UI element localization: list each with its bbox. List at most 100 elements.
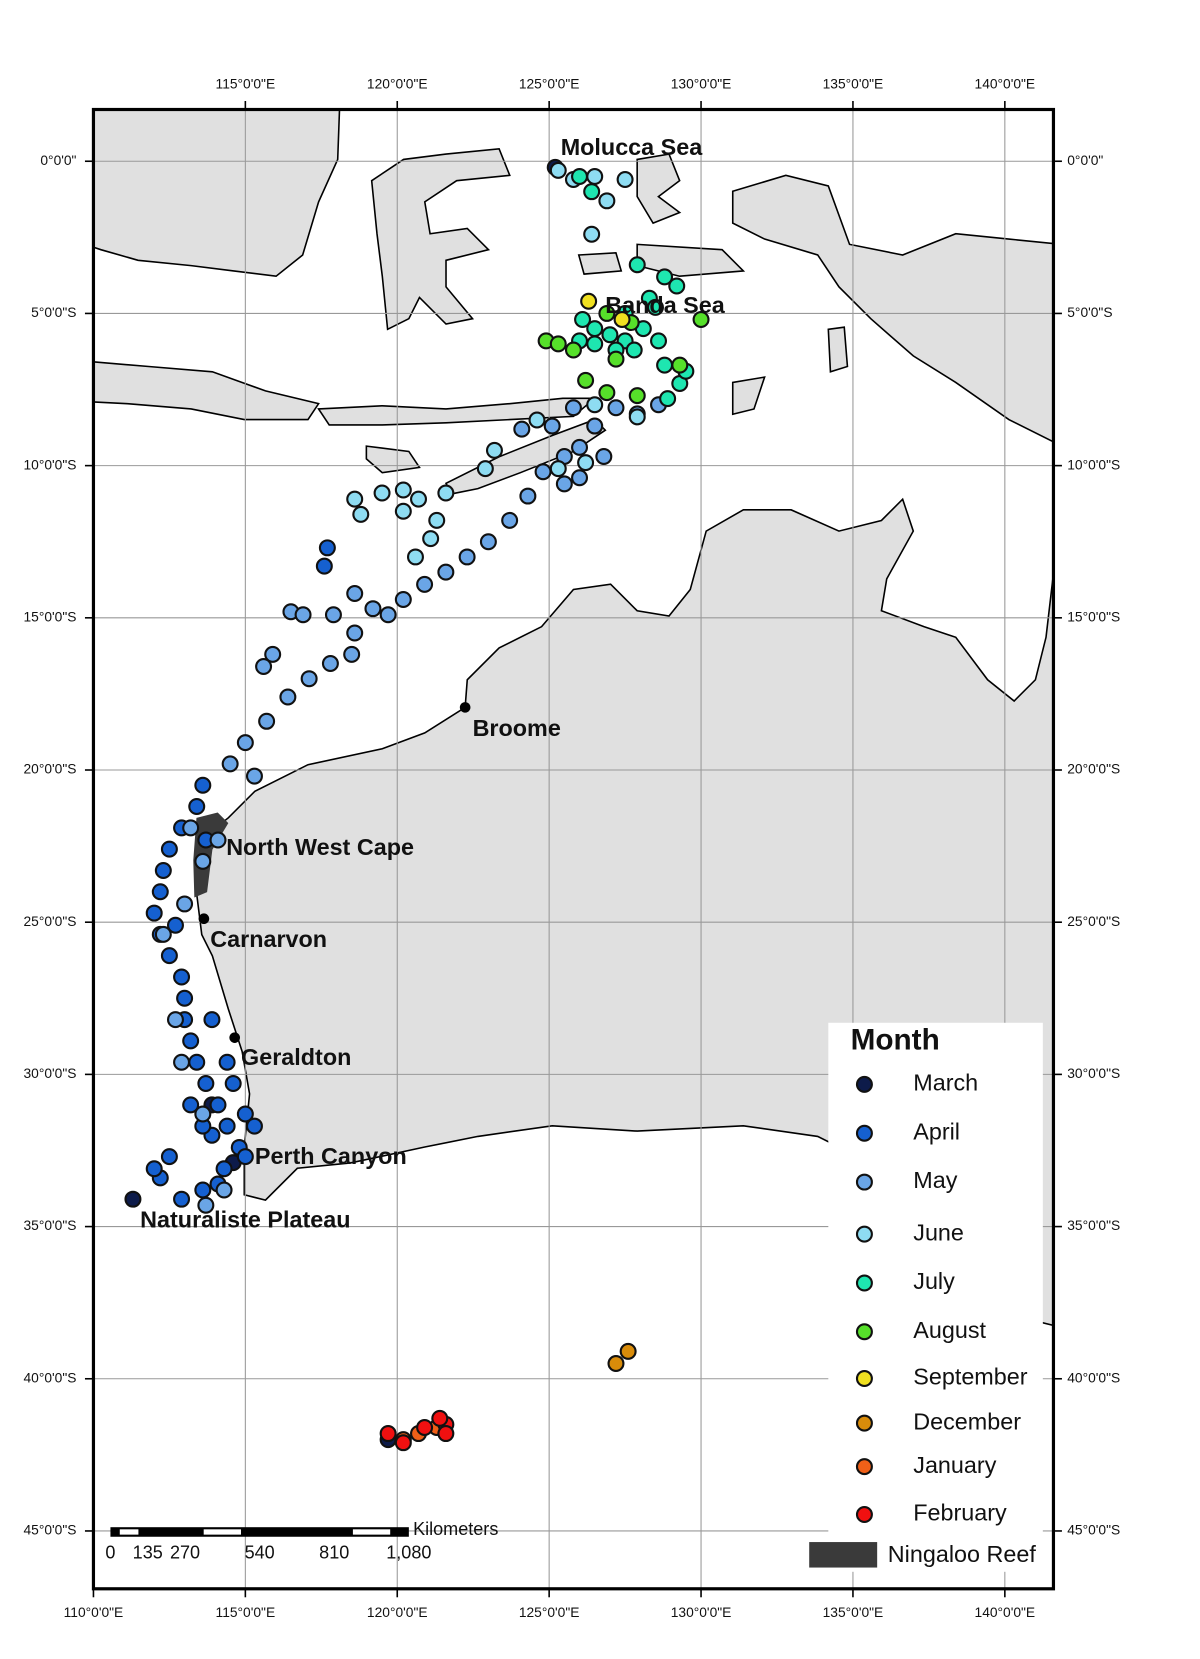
track-point bbox=[485, 441, 503, 459]
track-point bbox=[625, 341, 643, 359]
track-point bbox=[346, 584, 364, 602]
track-point bbox=[279, 688, 297, 706]
track-point bbox=[513, 420, 531, 438]
track-point bbox=[346, 490, 364, 508]
track-point bbox=[534, 463, 552, 481]
scale-bar-label: 0 bbox=[105, 1543, 115, 1563]
track-point bbox=[619, 1342, 637, 1360]
lat-tick-label: 40°0'0"S bbox=[24, 1370, 77, 1385]
lat-tick-label: 45°0'0"S bbox=[1067, 1523, 1120, 1538]
track-point bbox=[236, 1105, 254, 1123]
place-label: Broome bbox=[473, 715, 561, 741]
town-marker bbox=[459, 702, 471, 713]
track-point bbox=[264, 645, 282, 663]
track-point bbox=[598, 384, 616, 402]
lon-tick-label: 125°0'0"E bbox=[519, 77, 580, 92]
track-point bbox=[416, 1418, 434, 1436]
lat-tick-label: 30°0'0"S bbox=[1067, 1066, 1120, 1081]
track-point bbox=[173, 1190, 191, 1208]
track-point bbox=[245, 767, 263, 785]
scale-unit: Kilometers bbox=[413, 1519, 498, 1539]
track-point bbox=[194, 1105, 212, 1123]
track-point bbox=[379, 1425, 397, 1443]
track-point bbox=[346, 624, 364, 642]
track-point bbox=[324, 606, 342, 624]
legend-swatch bbox=[855, 1414, 873, 1432]
place-label: Banda Sea bbox=[605, 292, 725, 318]
track-point bbox=[431, 1409, 449, 1427]
track-point bbox=[160, 947, 178, 965]
track-point bbox=[221, 755, 239, 773]
track-point bbox=[188, 1053, 206, 1071]
lat-tick-label: 25°0'0"S bbox=[1067, 914, 1120, 929]
track-point bbox=[656, 268, 674, 286]
track-point bbox=[564, 341, 582, 359]
track-point bbox=[176, 989, 194, 1007]
scale-bar-label: 1,080 bbox=[386, 1543, 431, 1563]
track-point bbox=[194, 776, 212, 794]
track-point bbox=[656, 356, 674, 374]
track-point bbox=[571, 469, 589, 487]
track-point bbox=[245, 1117, 263, 1135]
legend-swatch bbox=[855, 1505, 873, 1523]
legend-label: September bbox=[913, 1364, 1027, 1390]
track-point bbox=[197, 1075, 215, 1093]
track-point bbox=[437, 1425, 455, 1443]
lon-tick-label: 115°0'0"E bbox=[216, 77, 276, 92]
track-point bbox=[124, 1190, 142, 1208]
legend-swatch bbox=[855, 1173, 873, 1191]
track-point bbox=[437, 563, 455, 581]
track-point bbox=[406, 548, 424, 566]
track-point bbox=[188, 798, 206, 816]
lat-tick-label: 0°0'0" bbox=[1067, 153, 1103, 168]
track-point bbox=[215, 1160, 233, 1178]
legend-label: August bbox=[913, 1317, 986, 1343]
track-point bbox=[294, 606, 312, 624]
legend-swatch bbox=[855, 1458, 873, 1476]
track-point bbox=[197, 1196, 215, 1214]
track-point bbox=[580, 292, 598, 310]
legend-title: Month bbox=[851, 1024, 940, 1057]
lon-tick-label: 135°0'0"E bbox=[823, 1605, 884, 1620]
track-point bbox=[692, 311, 710, 329]
legend-swatch bbox=[855, 1225, 873, 1243]
legend-reef-label: Ningaloo Reef bbox=[888, 1541, 1037, 1567]
lon-tick-label: 115°0'0"E bbox=[216, 1605, 276, 1620]
track-point bbox=[394, 591, 412, 609]
track-point bbox=[583, 183, 601, 201]
track-point bbox=[182, 819, 200, 837]
track-point bbox=[598, 304, 616, 322]
track-point bbox=[555, 475, 573, 493]
lon-tick-label: 125°0'0"E bbox=[519, 1605, 580, 1620]
town-marker bbox=[198, 913, 210, 925]
scale-bar-label: 270 bbox=[170, 1543, 200, 1563]
track-point bbox=[218, 1053, 236, 1071]
track-point bbox=[160, 840, 178, 858]
track-point bbox=[154, 861, 172, 879]
track-point bbox=[236, 1148, 254, 1166]
track-point bbox=[437, 484, 455, 502]
track-point bbox=[528, 411, 546, 429]
lat-tick-label: 10°0'0"S bbox=[1067, 457, 1120, 472]
scale-bar-label: 135 bbox=[133, 1543, 163, 1563]
track-point bbox=[203, 1011, 221, 1029]
lat-tick-label: 0°0'0" bbox=[40, 153, 76, 168]
track-point bbox=[364, 600, 382, 618]
place-label: Carnarvon bbox=[210, 926, 327, 952]
track-point bbox=[574, 311, 592, 329]
track-point bbox=[182, 1032, 200, 1050]
track-point bbox=[571, 167, 589, 185]
track-point bbox=[379, 606, 397, 624]
map-frame bbox=[91, 107, 1056, 1591]
lat-tick-label: 10°0'0"S bbox=[24, 457, 77, 472]
legend-label: July bbox=[913, 1268, 955, 1294]
track-point bbox=[595, 447, 613, 465]
track-point bbox=[394, 502, 412, 520]
track-point bbox=[607, 350, 625, 368]
track-point bbox=[616, 171, 634, 189]
track-point bbox=[300, 670, 318, 688]
track-point bbox=[583, 225, 601, 243]
track-point bbox=[428, 511, 446, 529]
track-point bbox=[173, 968, 191, 986]
lat-tick-label: 25°0'0"S bbox=[24, 914, 77, 929]
